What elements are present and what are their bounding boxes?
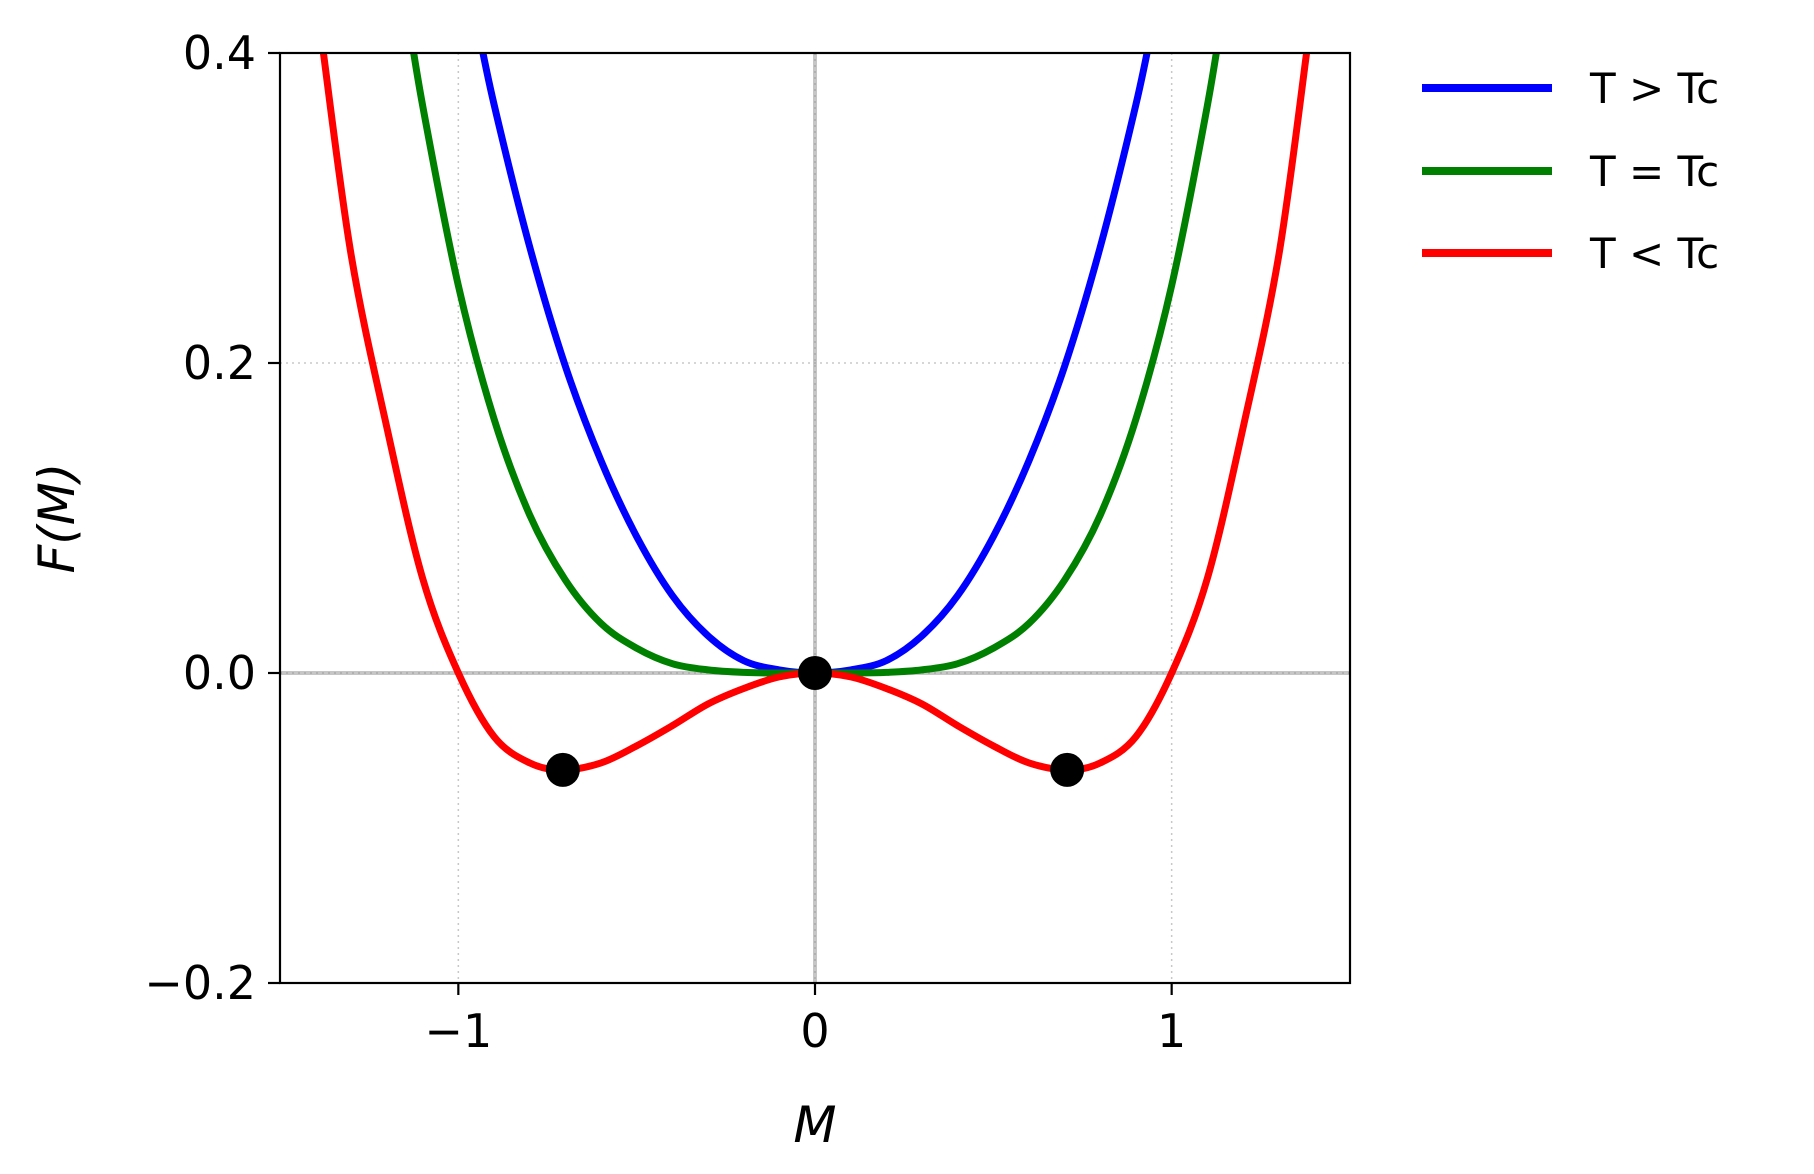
x-tick-label: 1 — [1157, 1004, 1186, 1058]
tick-layer: −1 0 1 −0.2 0.0 0.2 0.4 — [144, 26, 1186, 1058]
x-tick-label: −1 — [424, 1004, 492, 1058]
extremum-point — [545, 752, 580, 787]
extremum-point — [798, 656, 832, 690]
y-tick-label: −0.2 — [144, 956, 256, 1010]
legend-label: T > Tc — [1589, 64, 1719, 113]
legend-label: T = Tc — [1589, 147, 1719, 196]
legend: T > Tc T = Tc T < Tc — [1422, 64, 1719, 278]
y-tick-label: 0.4 — [183, 26, 256, 80]
y-tick-label: 0.0 — [183, 646, 256, 700]
extremum-point — [1050, 752, 1085, 787]
legend-label: T < Tc — [1589, 229, 1719, 278]
marker-layer — [545, 656, 1085, 787]
x-tick-label: 0 — [800, 1004, 829, 1058]
y-tick-label: 0.2 — [183, 336, 256, 390]
x-axis-label: M — [793, 1096, 836, 1154]
y-axis-label: F(M) — [28, 463, 86, 574]
axis-label-layer: M F(M) — [28, 463, 837, 1154]
